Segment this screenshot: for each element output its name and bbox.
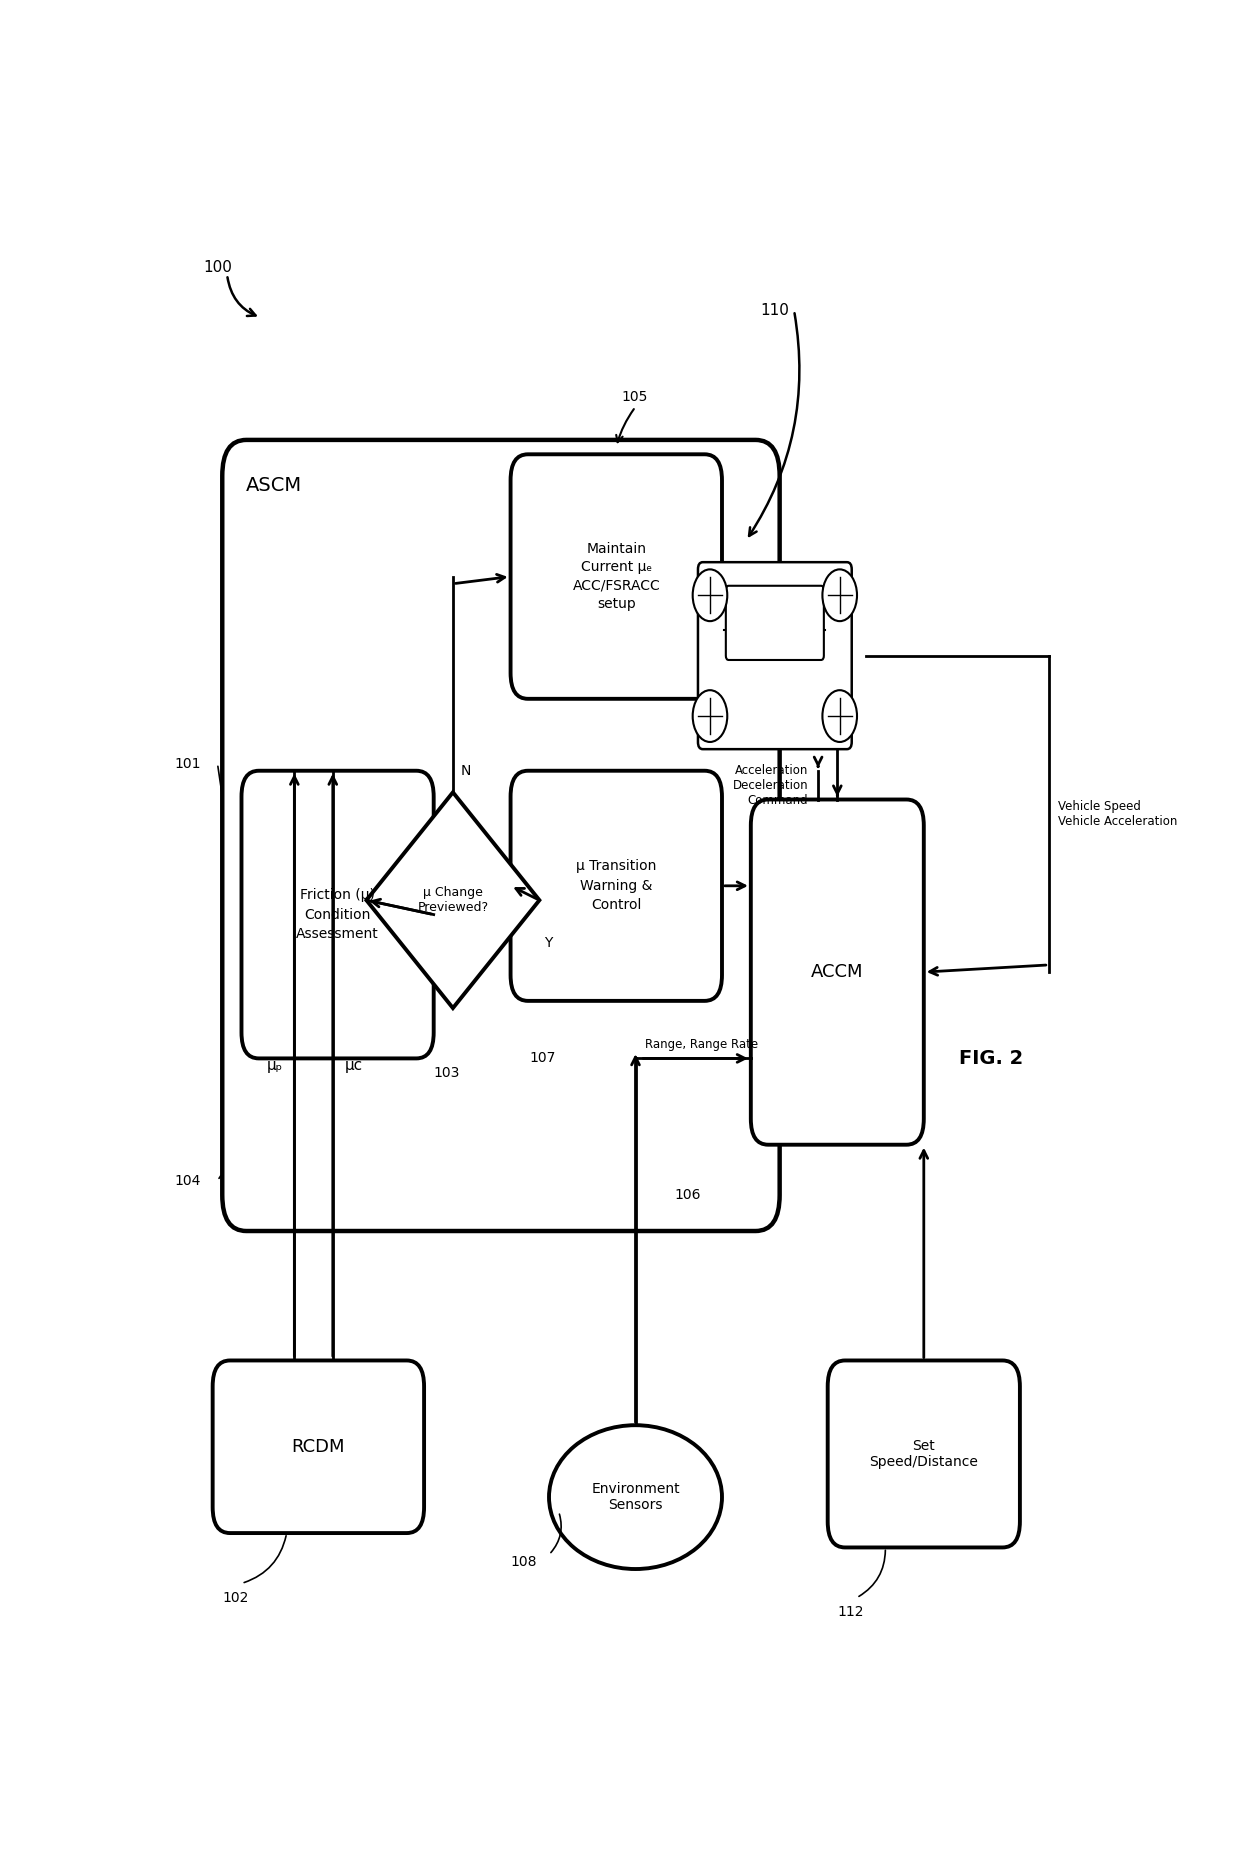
- Text: 104: 104: [174, 1173, 201, 1188]
- Text: μ Change
Previewed?: μ Change Previewed?: [418, 885, 489, 913]
- Text: Y: Y: [544, 936, 553, 951]
- Circle shape: [693, 689, 728, 742]
- Ellipse shape: [549, 1425, 722, 1569]
- Text: 110: 110: [760, 303, 790, 318]
- Text: Maintain
Current μₑ
ACC/FSRACC
setup: Maintain Current μₑ ACC/FSRACC setup: [573, 542, 660, 611]
- FancyBboxPatch shape: [511, 771, 722, 1001]
- Text: μ Transition
Warning &
Control: μ Transition Warning & Control: [577, 859, 656, 912]
- Text: 107: 107: [529, 1052, 557, 1065]
- FancyBboxPatch shape: [213, 1360, 424, 1534]
- Circle shape: [822, 570, 857, 622]
- Text: 103: 103: [434, 1065, 460, 1080]
- Text: 108: 108: [511, 1554, 537, 1569]
- Text: RCDM: RCDM: [291, 1438, 345, 1455]
- Text: 112: 112: [837, 1605, 864, 1620]
- Text: 102: 102: [222, 1592, 249, 1605]
- FancyBboxPatch shape: [751, 800, 924, 1145]
- FancyBboxPatch shape: [698, 562, 852, 749]
- Circle shape: [693, 570, 728, 622]
- Polygon shape: [367, 792, 539, 1009]
- Text: 106: 106: [675, 1188, 701, 1201]
- Text: Friction (μ)
Condition
Assessment: Friction (μ) Condition Assessment: [296, 887, 379, 941]
- Text: Set
Speed/Distance: Set Speed/Distance: [869, 1438, 978, 1468]
- Text: Vehicle Speed
Vehicle Acceleration: Vehicle Speed Vehicle Acceleration: [1059, 800, 1178, 828]
- Text: 105: 105: [621, 390, 647, 403]
- FancyBboxPatch shape: [828, 1360, 1019, 1547]
- Text: N: N: [460, 764, 471, 777]
- FancyBboxPatch shape: [242, 771, 434, 1059]
- Text: ACCM: ACCM: [811, 964, 863, 981]
- Text: ASCM: ASCM: [247, 476, 303, 495]
- FancyBboxPatch shape: [222, 439, 780, 1231]
- Text: Acceleration
Deceleration
Command: Acceleration Deceleration Command: [733, 764, 808, 807]
- Text: μᴄ: μᴄ: [345, 1057, 362, 1072]
- Circle shape: [822, 689, 857, 742]
- FancyBboxPatch shape: [511, 454, 722, 699]
- Text: μₚ: μₚ: [267, 1057, 283, 1072]
- Text: 101: 101: [174, 757, 201, 770]
- Text: 100: 100: [203, 260, 232, 275]
- Text: Range, Range Rate: Range, Range Rate: [645, 1039, 758, 1052]
- Text: Environment
Sensors: Environment Sensors: [591, 1481, 680, 1513]
- FancyBboxPatch shape: [725, 587, 823, 659]
- Text: FIG. 2: FIG. 2: [959, 1050, 1023, 1068]
